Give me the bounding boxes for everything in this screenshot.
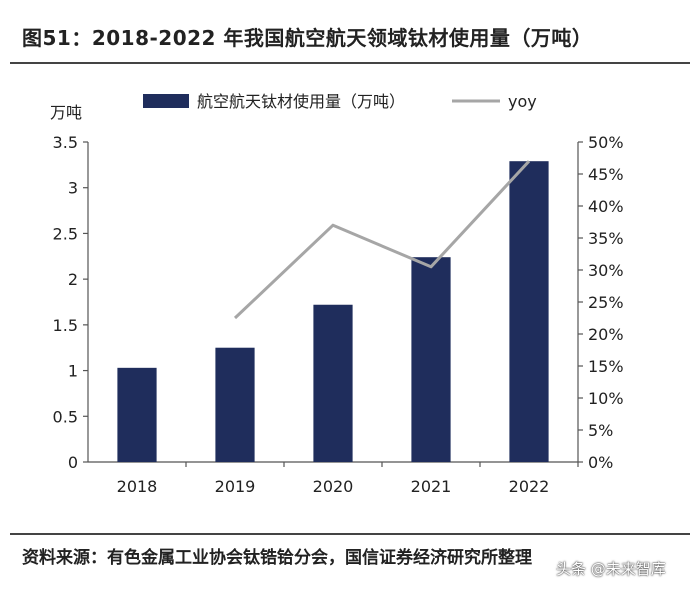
x-tick-label: 2021 [411,477,452,496]
bar-2022 [509,161,549,462]
x-tick-label: 2020 [313,477,354,496]
right-tick-label: 30% [588,261,624,280]
left-tick-label: 1 [68,362,78,381]
x-tick-label: 2019 [215,477,256,496]
bar-2021 [411,257,451,462]
right-tick-label: 10% [588,389,624,408]
legend-bar-label: 航空航天钛材使用量（万吨） [197,92,405,111]
x-tick-label: 2022 [509,477,550,496]
left-tick-label: 1.5 [53,316,78,335]
chart-title: 图51：2018-2022 年我国航空航天领域钛材使用量（万吨） [22,26,593,50]
bar-2019 [215,347,255,462]
source-note: 资料来源：有色金属工业协会钛锆铪分会，国信证券经济研究所整理 [22,548,532,568]
left-axis-unit: 万吨 [50,103,82,122]
left-tick-label: 0 [68,453,78,472]
left-tick-label: 2.5 [53,224,78,243]
legend: 航空航天钛材使用量（万吨） yoy [143,92,537,111]
right-tick-label: 15% [588,357,624,376]
left-tick-label: 0.5 [53,407,78,426]
right-tick-label: 0% [588,453,613,472]
legend-line-label: yoy [508,92,537,111]
axes: 0 0.5 1 1.5 2 2.5 3 3.5 0% 5% 10% 15% 20% 25% 30% 35% 40… [53,133,624,496]
right-tick-label: 50% [588,133,624,152]
right-tick-label: 20% [588,325,624,344]
bar-2018 [117,367,157,462]
right-tick-label: 45% [588,165,624,184]
yoy-line [233,160,531,320]
right-tick-label: 25% [588,293,624,312]
right-tick-label: 40% [588,197,624,216]
left-tick-label: 2 [68,270,78,289]
top-divider [10,62,690,64]
legend-bar-swatch [143,94,189,108]
bar-series [117,161,549,462]
watermark: 头条 @未来智库 [556,560,666,578]
right-tick-label: 5% [588,421,613,440]
bottom-divider [10,533,690,535]
yoy-series [233,160,531,320]
left-tick-label: 3 [68,179,78,198]
left-tick-label: 3.5 [53,133,78,152]
x-tick-label: 2018 [117,477,158,496]
bar-2020 [313,304,353,462]
right-tick-label: 35% [588,229,624,248]
